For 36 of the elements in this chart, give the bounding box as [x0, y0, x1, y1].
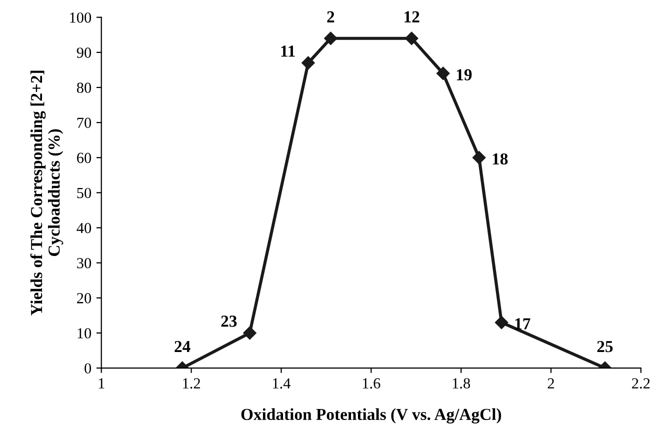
x-tick-label: 2: [548, 378, 554, 388]
y-axis-title: Yields of The Corresponding [2+2] Cycloadducts (%): [30, 70, 64, 316]
y-tick-label: 40: [76, 222, 92, 234]
point: [302, 56, 315, 70]
x-tick-label: 1.2: [183, 378, 200, 389]
annotation: 19: [456, 69, 472, 80]
x-axis-title: Oxidation Potentials (V vs. Ag/AgCl): [241, 408, 502, 424]
y-tick-label: 30: [77, 258, 92, 268]
point: [472, 151, 486, 164]
x-tick-label: 1.6: [362, 378, 380, 389]
y-tick-label: 50: [77, 188, 92, 198]
point: [405, 32, 418, 45]
y-tick-label: 100: [70, 12, 92, 23]
y-tick-label: 60: [77, 152, 92, 164]
annotation: 18: [492, 153, 508, 165]
annotation: 24: [174, 340, 190, 352]
point: [436, 66, 450, 80]
y-tick-label: 0: [84, 363, 92, 374]
annotation: 23: [221, 316, 237, 327]
annotation: 11: [281, 46, 295, 57]
y-tick-label: 90: [76, 48, 92, 58]
annotation: 12: [404, 11, 420, 22]
x-tick-label: 1: [98, 378, 104, 388]
y-tick-label: 20: [77, 293, 92, 304]
point: [243, 326, 256, 340]
annotation: 25: [597, 340, 613, 352]
x-tick-label: 2.2: [632, 378, 650, 389]
annotation: 2: [327, 11, 334, 22]
point: [324, 32, 338, 45]
y-tick-label: 10: [78, 328, 92, 338]
y-tick-label: 70: [77, 118, 92, 128]
x-tick-label: 1.4: [273, 378, 291, 389]
annotation: 17: [515, 318, 530, 330]
point: [494, 316, 508, 330]
y-tick-label: 80: [76, 82, 92, 93]
x-tick-label: 1.8: [452, 378, 470, 389]
